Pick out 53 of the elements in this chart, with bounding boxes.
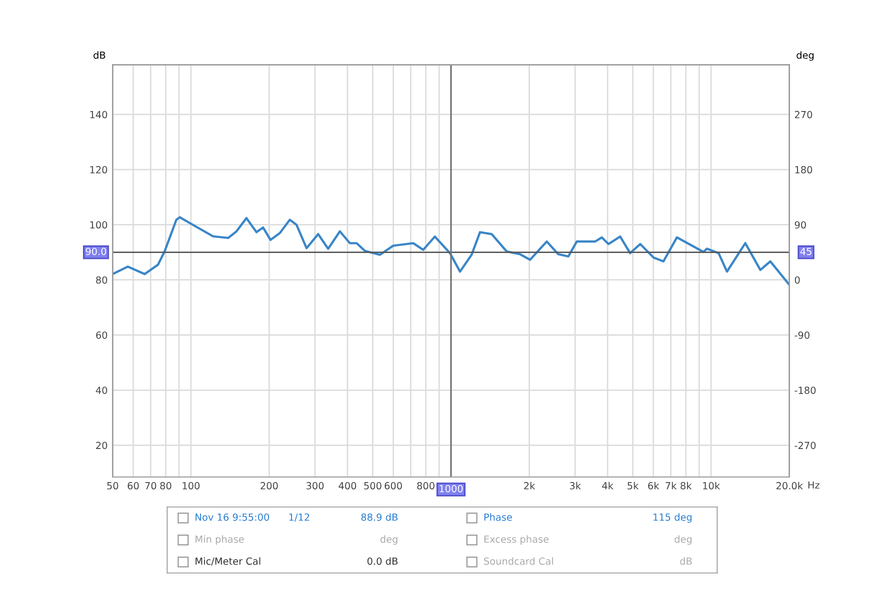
y-tick-label: 140 bbox=[90, 110, 108, 118]
x-tick-label: 10k bbox=[703, 482, 720, 490]
x-tick-label: 100 bbox=[182, 482, 200, 490]
x-tick-label: 600 bbox=[384, 482, 402, 490]
x-tick-label: 20.0k bbox=[776, 482, 803, 490]
ref-line-label: 1000 bbox=[440, 484, 463, 492]
x-tick-label: 200 bbox=[260, 482, 278, 490]
y2-tick-label: -270 bbox=[794, 442, 816, 450]
y2-tick-label: 90 bbox=[794, 221, 806, 229]
y-axis-title: dB bbox=[94, 51, 106, 59]
x-tick-label: 300 bbox=[306, 482, 324, 490]
text: Phase bbox=[484, 513, 512, 521]
ref-line-label: 90.0 bbox=[86, 248, 106, 256]
y-tick-label: 120 bbox=[90, 166, 108, 174]
y2-tick-label: 0 bbox=[794, 276, 800, 284]
text: Min phase bbox=[196, 535, 244, 545]
text: 1/12 bbox=[289, 513, 310, 522]
y-tick-label: 80 bbox=[96, 276, 108, 284]
y2-axis-title: deg bbox=[796, 51, 814, 61]
text: dB bbox=[680, 557, 692, 565]
y2-tick-label: 270 bbox=[794, 110, 812, 118]
y-tick-label: 40 bbox=[96, 386, 108, 394]
y-tick-label: 20 bbox=[96, 442, 108, 450]
y2-tick-label: 180 bbox=[795, 166, 812, 174]
y-tick-label: 100 bbox=[90, 221, 108, 229]
x-tick-label: 7k bbox=[666, 482, 677, 490]
text: deg bbox=[674, 535, 692, 545]
x-tick-label: 4k bbox=[602, 482, 614, 490]
y2-tick-label: -90 bbox=[794, 331, 810, 339]
y2-tick-label: -180 bbox=[794, 386, 816, 394]
x-tick-label: 60 bbox=[128, 482, 139, 490]
text: Excess phase bbox=[484, 535, 549, 545]
x-tick-label: 5k bbox=[628, 482, 639, 490]
x-tick-label: 6k bbox=[648, 482, 660, 490]
x-tick-label: 70 bbox=[145, 482, 156, 490]
text: 88.9 dB bbox=[361, 513, 398, 521]
text: 115 deg bbox=[654, 513, 692, 523]
x-tick-label: 8k bbox=[680, 482, 692, 490]
x-axis-title: Hz bbox=[808, 481, 820, 489]
x-tick-label: 80 bbox=[160, 482, 172, 490]
text: 0.0 dB bbox=[367, 557, 398, 565]
x-tick-label: 2k bbox=[524, 482, 536, 490]
text: Nov 16 9:55:00 bbox=[196, 513, 270, 521]
text: Soundcard Cal bbox=[484, 557, 553, 565]
x-tick-label: 50 bbox=[107, 482, 118, 490]
annotation: 45 bbox=[800, 248, 812, 256]
x-tick-label: 400 bbox=[338, 482, 356, 490]
y-tick-label: 60 bbox=[96, 331, 108, 339]
text: deg bbox=[380, 535, 398, 545]
x-tick-label: 500 bbox=[364, 482, 382, 490]
x-tick-label: 800 bbox=[417, 482, 434, 490]
x-tick-label: 3k bbox=[570, 482, 581, 490]
text: Mic/Meter Cal bbox=[196, 557, 260, 566]
